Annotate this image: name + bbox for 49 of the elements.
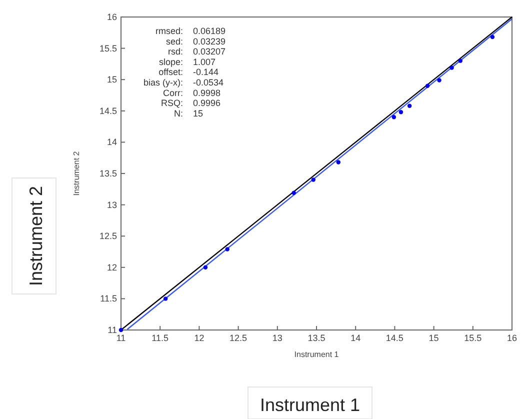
x-tick-label: 11 <box>116 333 126 343</box>
point <box>490 34 495 40</box>
y-tick-label: 14.5 <box>99 106 117 116</box>
point <box>311 178 316 182</box>
point <box>425 84 430 88</box>
point <box>336 160 341 164</box>
point <box>407 104 412 108</box>
annotation: bias (y-x): -0.0534 <box>143 78 224 88</box>
y-tick-label: 13.5 <box>99 168 117 178</box>
x-tick-label: 15 <box>428 333 439 343</box>
annotation: RSQ: 0.9996 <box>160 98 221 108</box>
annotation: Corr: 0.9998 <box>163 88 221 98</box>
y-tick-label: 12.5 <box>99 231 117 242</box>
point <box>163 296 168 301</box>
x-tick-label: 11.5 <box>152 333 169 343</box>
text: Instrument 1 <box>260 395 360 415</box>
x-tick-label: 12 <box>194 333 204 343</box>
x-tick-label: 14 <box>350 333 361 343</box>
x-tick-label: 14.5 <box>386 333 404 343</box>
annotation: rmsed: 0.06189 <box>155 26 226 36</box>
point <box>225 247 230 252</box>
point <box>292 190 296 196</box>
y-axis-title: Instrument 2 <box>72 150 81 196</box>
point <box>398 110 404 114</box>
y-tick-label: 16 <box>106 12 117 22</box>
annotation: slope: 1.007 <box>158 56 216 67</box>
point <box>450 66 454 70</box>
y-tick-label: 11 <box>108 325 117 335</box>
point <box>392 115 396 120</box>
y-tick-label: 15 <box>106 74 117 85</box>
point <box>203 265 208 270</box>
x-tick-label: 13.5 <box>308 333 326 343</box>
annotation: N: 15 <box>174 108 204 118</box>
x-tick-label: 13 <box>272 333 282 343</box>
x-tick-label: 16 <box>506 333 518 343</box>
annotation: sed: 0.03239 <box>166 36 226 46</box>
y-tick-label: 15.5 <box>99 43 117 54</box>
annotation: offset: -0.144 <box>158 67 219 78</box>
y-tick-label: 11.5 <box>100 294 117 304</box>
annotation: rsd: 0.03207 <box>168 46 226 57</box>
x-axis-title: Instrument 1 <box>294 350 340 359</box>
y-tick-label: 13 <box>106 200 117 210</box>
point <box>458 58 462 63</box>
x-tick-label: 15.5 <box>464 333 482 343</box>
text: Instrument 2 <box>26 186 46 286</box>
y-tick-label: 12 <box>106 262 117 272</box>
point <box>437 78 442 82</box>
y-tick-label: 14 <box>106 137 117 148</box>
x-tick-label: 12.5 <box>230 333 248 343</box>
